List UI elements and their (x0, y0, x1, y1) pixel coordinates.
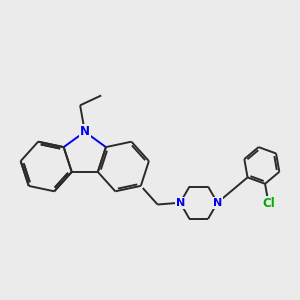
Text: Cl: Cl (262, 197, 275, 210)
Text: N: N (213, 198, 222, 208)
Text: N: N (176, 198, 185, 208)
Text: N: N (80, 125, 90, 138)
